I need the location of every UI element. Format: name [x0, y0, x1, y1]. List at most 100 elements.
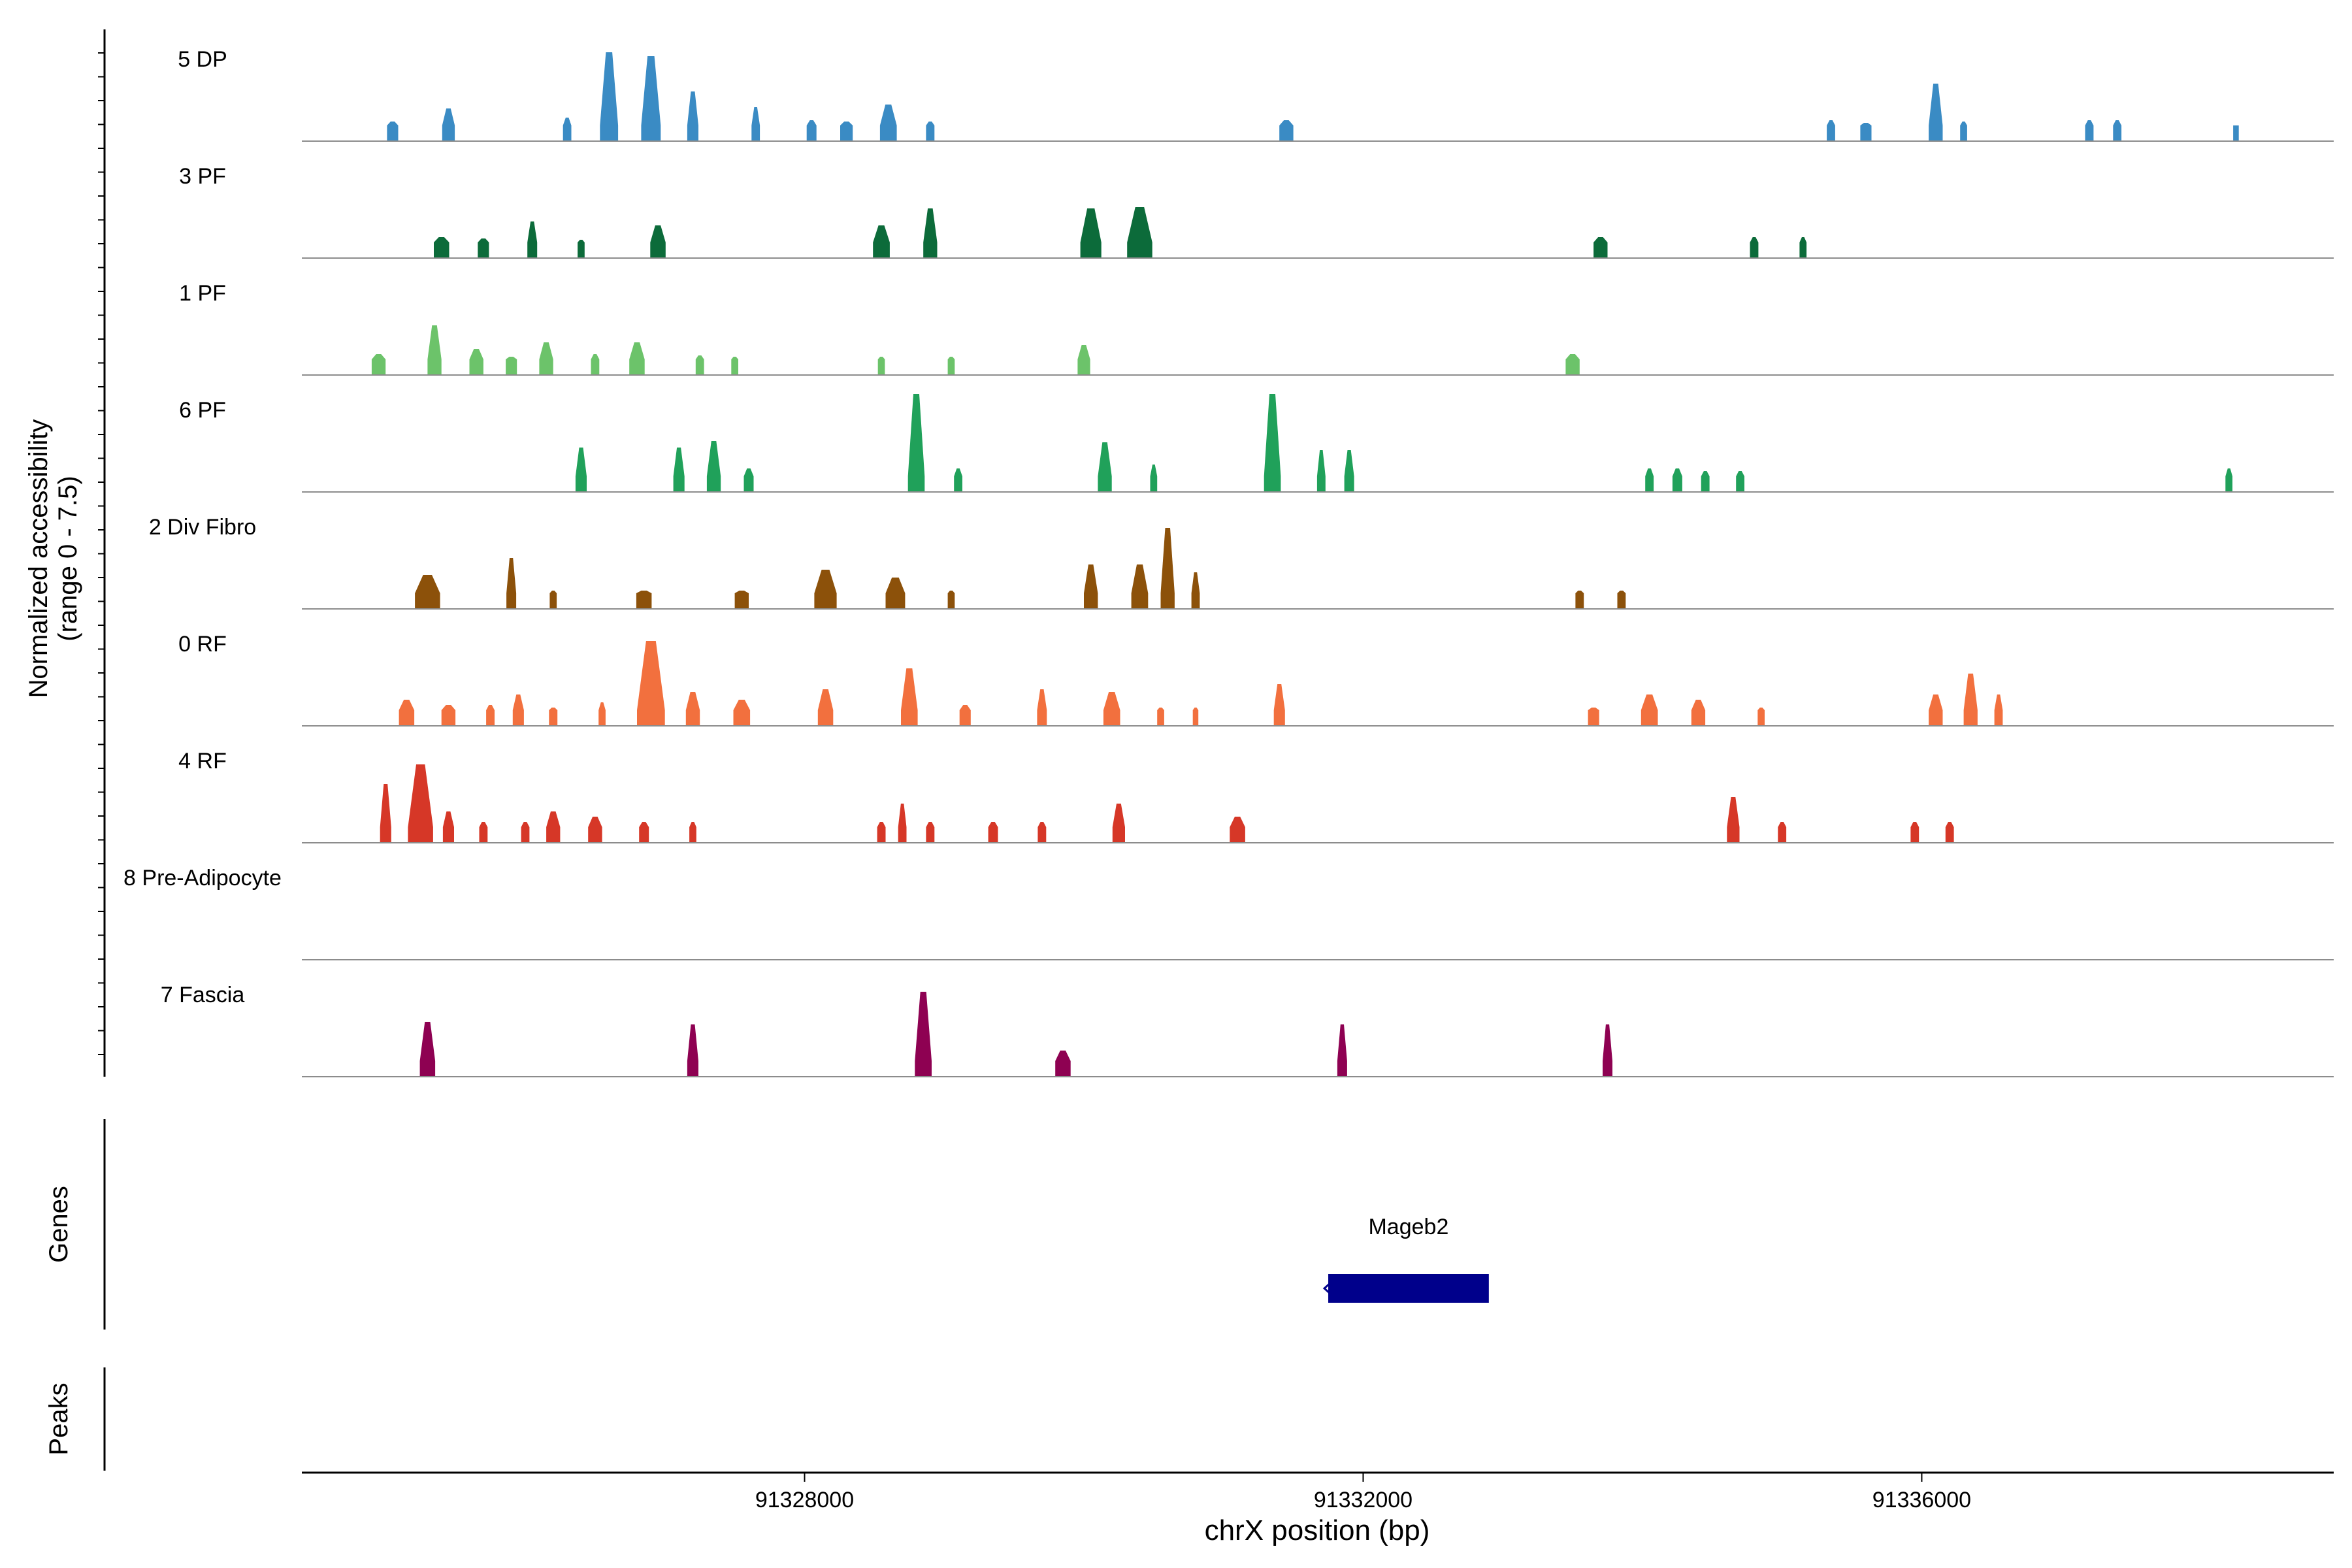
coverage-peak — [1084, 564, 1098, 609]
coverage-peak — [1593, 237, 1608, 258]
coverage-peak — [1127, 207, 1152, 258]
y-axis-title-line2: (range 0 - 7.5) — [54, 476, 82, 641]
coverage-peak — [469, 349, 483, 375]
coverage-peak — [442, 811, 454, 843]
coverage-peak — [549, 591, 557, 609]
coverage-peak — [687, 1024, 698, 1077]
coverage-peak — [687, 91, 698, 141]
coverage-peak — [600, 52, 619, 141]
x-axis-ticks: 91328000 91332000 91336000 — [755, 1473, 1971, 1512]
coverage-peak — [1191, 572, 1200, 609]
coverage-peak — [1565, 354, 1580, 375]
coverage-peak — [371, 354, 386, 375]
track-label: 8 Pre-Adipocyte — [123, 866, 282, 890]
track-label: 5 DP — [178, 47, 227, 72]
coverage-peak — [415, 575, 440, 609]
coverage-peak — [479, 822, 488, 843]
coverage-peak — [689, 822, 696, 843]
coverage-peak — [1617, 591, 1626, 609]
coverage-peak — [1273, 684, 1285, 726]
track-label: 0 RF — [178, 632, 227, 657]
accessibility-axis — [98, 29, 106, 1077]
coverage-peak — [575, 448, 587, 492]
gene-mageb2: Mageb2 — [1322, 1215, 1489, 1303]
coverage-peak — [685, 692, 700, 726]
y-axis-title-line1: Normalized accessibility — [24, 419, 53, 698]
coverage-peak — [1103, 692, 1120, 726]
coverage-peak — [1994, 694, 2003, 726]
coverage-peak — [695, 355, 704, 375]
coverage-peak — [506, 558, 517, 609]
track-3-pf: 3 PF — [179, 164, 2334, 259]
coverage-peak — [840, 122, 853, 141]
x-axis-title: chrX position (bp) — [1205, 1514, 1430, 1546]
coverage-peak — [873, 225, 890, 258]
coverage-peak — [1337, 1024, 1347, 1077]
coverage-peak — [1929, 84, 1943, 141]
gene-exon — [1328, 1274, 1489, 1303]
coverage-peak — [806, 120, 817, 141]
coverage-peak — [441, 705, 456, 726]
coverage-peak — [1750, 237, 1759, 258]
track-label: 4 RF — [178, 749, 227, 774]
coverage-peak — [1929, 694, 1943, 726]
coverage-peak — [527, 221, 538, 258]
coverage-peak — [1157, 708, 1164, 726]
coverage-peak — [1055, 1051, 1071, 1077]
coverage-peak — [959, 705, 971, 726]
coverage-peak — [546, 811, 561, 843]
coverage-peak — [1575, 591, 1584, 609]
coverage-peak — [506, 357, 517, 375]
coverage-peak — [1279, 120, 1294, 141]
coverage-peak — [877, 822, 886, 843]
peaks-panel-label: Peaks — [44, 1382, 73, 1455]
coverage-peak — [1963, 674, 1978, 726]
coverage-peak — [923, 208, 938, 258]
coverage-peak — [578, 240, 585, 258]
coverage-peak — [706, 441, 721, 492]
coverage-peak — [947, 591, 955, 609]
coverage-peak — [1603, 1024, 1612, 1077]
coverage-peak — [1645, 468, 1654, 492]
coverage-peak — [539, 342, 553, 375]
track-label: 3 PF — [179, 164, 226, 189]
strand-arrow — [1322, 1281, 1332, 1296]
coverage-peak — [1701, 471, 1710, 492]
coverage-peak — [591, 354, 600, 375]
track-7-fascia: 7 Fascia — [161, 983, 2334, 1077]
coverage-peak — [486, 705, 495, 726]
x-tick-label: 91332000 — [1314, 1488, 1413, 1512]
coverage-peak — [598, 702, 606, 726]
coverage-peak — [915, 992, 932, 1077]
coverage-peak — [1691, 700, 1706, 726]
coverage-peak — [947, 357, 955, 375]
coverage-peak — [636, 591, 652, 609]
coverage-peak — [1150, 465, 1158, 492]
coverage-peak — [1641, 694, 1658, 726]
x-tick-label: 91336000 — [1872, 1488, 1971, 1512]
track-0-rf: 0 RF — [178, 632, 2334, 727]
coverage-peak — [1778, 822, 1787, 843]
coverage-peak — [637, 641, 665, 726]
coverage-peak — [1736, 471, 1744, 492]
coverage-peak — [879, 105, 897, 141]
coverage-peak — [2085, 120, 2094, 141]
coverage-peak — [885, 578, 906, 609]
track-8-pre-adipocyte: 8 Pre-Adipocyte — [123, 866, 2334, 960]
coverage-peak — [1757, 708, 1765, 726]
coverage-peak — [751, 107, 760, 141]
coverage-peak — [1860, 123, 1872, 141]
coverage-peak — [1960, 122, 1967, 141]
coverage-peak — [639, 822, 649, 843]
coverage-peak — [549, 708, 558, 726]
coverage-peak — [954, 468, 962, 492]
coverage-peak — [817, 689, 834, 726]
coverage-peak — [898, 804, 907, 843]
coverage-peak — [1131, 564, 1149, 609]
coverage-peak — [1230, 817, 1245, 843]
coverage-peak — [731, 357, 738, 375]
coverage-peak — [2225, 468, 2232, 492]
coverage-peak — [1077, 345, 1090, 375]
track-2-div-fibro: 2 Div Fibro — [149, 515, 2334, 610]
coverage-peak — [743, 468, 754, 492]
